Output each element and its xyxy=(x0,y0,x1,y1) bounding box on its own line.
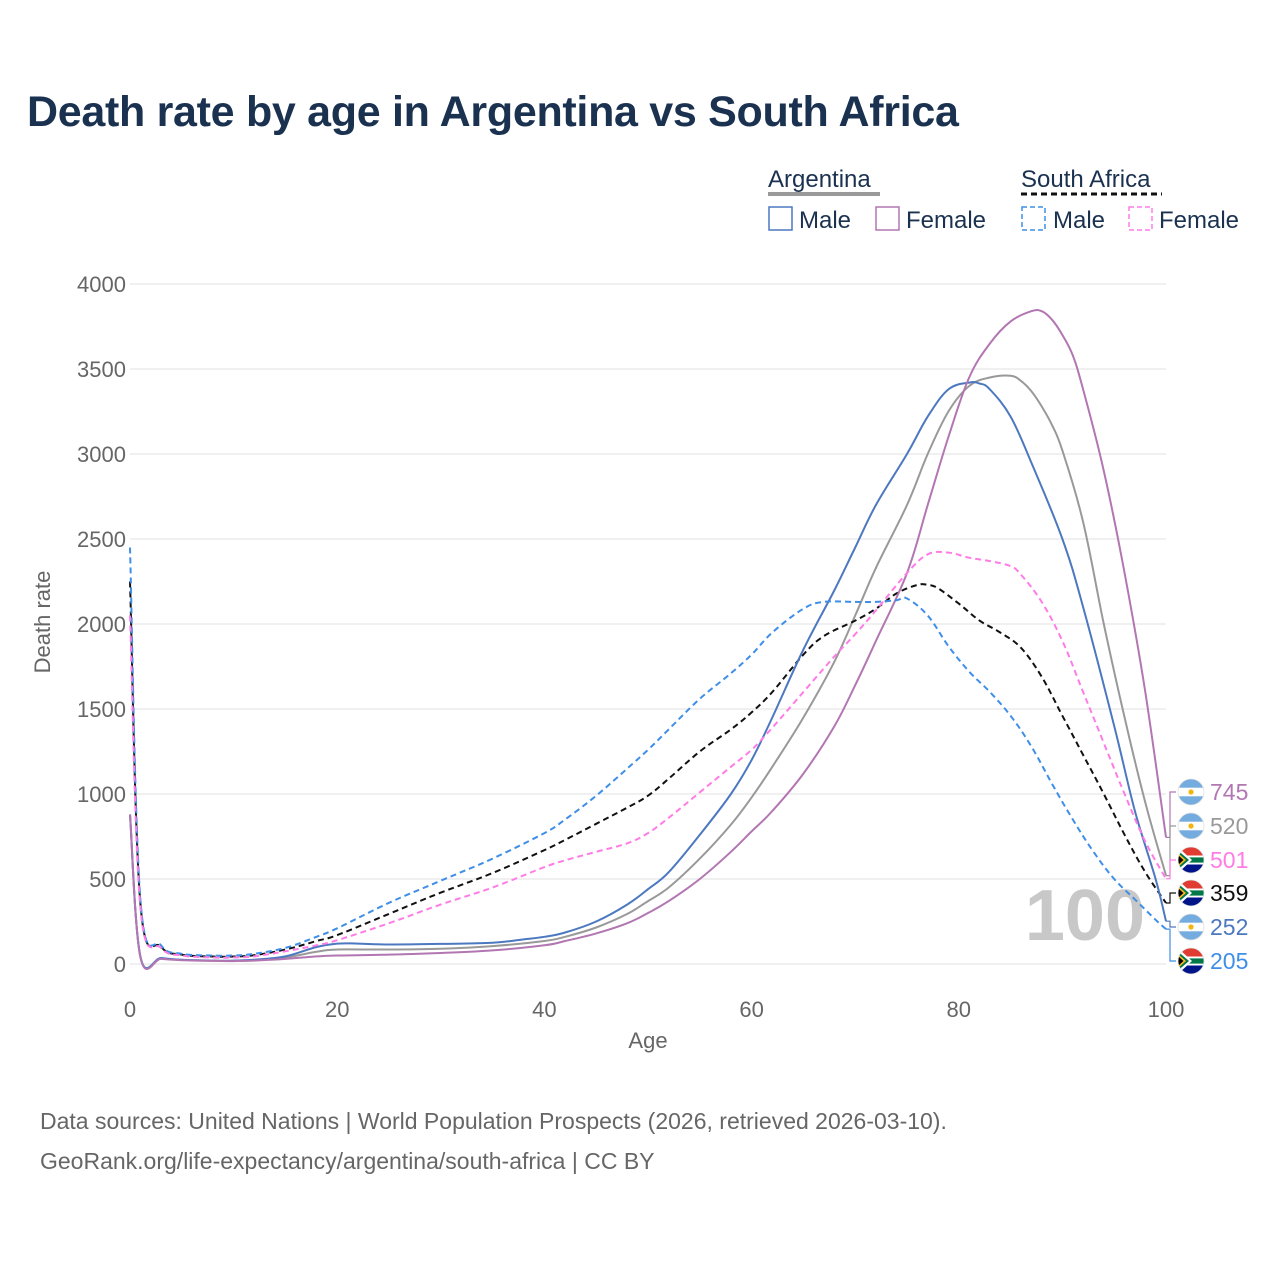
x-tick-label: 40 xyxy=(532,997,556,1022)
legend-item-argentina-female[interactable]: Female xyxy=(875,206,986,234)
argentina-flag-icon xyxy=(1177,812,1205,840)
chart-title: Death rate by age in Argentina vs South … xyxy=(27,88,959,136)
argentina-flag-icon xyxy=(1177,913,1205,941)
end-label-value: 252 xyxy=(1210,914,1248,940)
end-label-connector xyxy=(1166,859,1176,880)
y-tick-label: 3500 xyxy=(77,357,126,382)
legend-item-south-africa-male[interactable]: Male xyxy=(1021,206,1105,234)
highlight-age-watermark: 100 xyxy=(1025,876,1145,956)
x-tick-label: 0 xyxy=(124,997,136,1022)
end-label-connector xyxy=(1166,825,1176,877)
x-axis-label: Age xyxy=(628,1028,667,1053)
y-tick-label: 500 xyxy=(89,867,126,892)
legend: Argentina Male Female South Africa Male … xyxy=(768,166,1239,234)
legend-item-south-africa-female[interactable]: Female xyxy=(1128,206,1239,234)
y-tick-label: 0 xyxy=(114,952,126,977)
y-tick-label: 1000 xyxy=(77,782,126,807)
series-line-south-africa-male[interactable] xyxy=(129,547,1167,957)
y-tick-label: 2500 xyxy=(77,527,126,552)
series-line-south-africa-total[interactable] xyxy=(129,581,1167,958)
south-africa-flag-icon xyxy=(1177,947,1205,975)
end-label-value: 745 xyxy=(1210,779,1248,805)
footer-url[interactable]: GeoRank.org/life-expectancy/argentina/so… xyxy=(40,1148,655,1174)
end-label-value: 359 xyxy=(1210,880,1248,906)
x-tick-label: 100 xyxy=(1148,997,1185,1022)
series-line-argentina-female[interactable] xyxy=(129,308,1167,971)
legend-group-argentina[interactable]: Argentina Male Female xyxy=(768,166,986,234)
end-label-value: 501 xyxy=(1210,847,1248,873)
y-tick-label: 1500 xyxy=(77,697,126,722)
axes: 0 500 1000 1500 2000 2500 3000 3500 4000 0 20 40 60 8… xyxy=(77,272,1184,1022)
x-tick-label: 80 xyxy=(947,997,971,1022)
end-label-connector xyxy=(1166,892,1176,904)
argentina-flag-icon xyxy=(1177,778,1205,806)
legend-item-argentina-male[interactable]: Male xyxy=(768,206,851,234)
legend-swatch xyxy=(1021,206,1046,231)
end-labels: 745 520 501 359 252 205 xyxy=(1166,778,1248,975)
end-label-connector xyxy=(1166,920,1176,928)
legend-swatch xyxy=(1128,206,1153,231)
end-label-value: 205 xyxy=(1210,948,1248,974)
grid xyxy=(130,283,1166,965)
series-line-argentina-male[interactable] xyxy=(129,381,1167,970)
legend-swatch xyxy=(875,206,900,231)
series-line-south-africa-female[interactable] xyxy=(129,550,1167,959)
legend-item-label: Male xyxy=(799,207,851,234)
legend-group-title: South Africa xyxy=(1021,166,1151,193)
legend-group-title: Argentina xyxy=(768,166,871,193)
end-label-connector xyxy=(1166,928,1176,962)
legend-item-label: Female xyxy=(906,207,986,234)
y-tick-label: 3000 xyxy=(77,442,126,467)
legend-item-label: Male xyxy=(1053,207,1105,234)
series-line-argentina-total[interactable] xyxy=(129,374,1167,970)
y-axis-label: Death rate xyxy=(30,571,55,674)
end-label-connector xyxy=(1166,791,1176,838)
end-label-value: 520 xyxy=(1210,813,1248,839)
legend-swatch xyxy=(768,206,793,231)
legend-item-label: Female xyxy=(1159,207,1239,234)
south-africa-flag-icon xyxy=(1177,879,1205,907)
x-tick-label: 60 xyxy=(739,997,763,1022)
footer-source: Data sources: United Nations | World Pop… xyxy=(40,1108,947,1134)
south-africa-flag-icon xyxy=(1177,846,1205,874)
x-tick-label: 20 xyxy=(325,997,349,1022)
legend-group-south-africa[interactable]: South Africa Male Female xyxy=(1021,166,1239,234)
series xyxy=(129,308,1167,971)
y-tick-label: 2000 xyxy=(77,612,126,637)
y-tick-label: 4000 xyxy=(77,272,126,297)
